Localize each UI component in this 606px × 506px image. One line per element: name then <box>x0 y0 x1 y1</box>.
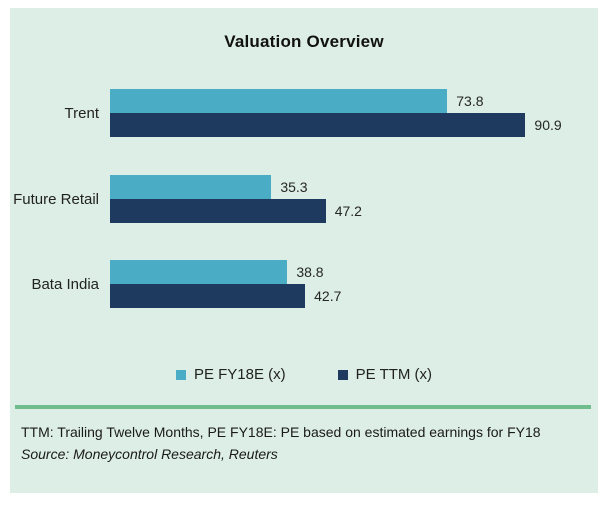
footer-note: TTM: Trailing Twelve Months, PE FY18E: P… <box>21 424 541 440</box>
footer-source: Source: Moneycontrol Research, Reuters <box>21 446 278 462</box>
bar-group: Trent 73.8 90.9 <box>10 89 598 137</box>
chart-panel: Valuation Overview Trent 73.8 90.9 Future R… <box>10 8 598 493</box>
bar-pair: 35.3 47.2 <box>110 175 598 223</box>
legend-swatch-icon <box>175 369 186 380</box>
bar-pair: 73.8 90.9 <box>110 89 598 137</box>
bar-row: 73.8 <box>110 89 598 113</box>
bar-row: 35.3 <box>110 175 598 199</box>
bar-pair: 38.8 42.7 <box>110 260 598 308</box>
bar-value-label: 47.2 <box>334 203 362 219</box>
legend-item: PE TTM (x) <box>337 366 433 383</box>
bar-value-label: 73.8 <box>456 93 484 109</box>
bar-group: Future Retail 35.3 47.2 <box>10 175 598 223</box>
bar-pe-fy18e <box>110 260 288 284</box>
footer-divider <box>15 405 591 409</box>
bar-pe-ttm <box>110 113 526 137</box>
bar-row: 90.9 <box>110 113 598 137</box>
category-label: Bata India <box>31 275 99 293</box>
chart-title: Valuation Overview <box>224 32 384 51</box>
bar-value-label: 35.3 <box>280 179 308 195</box>
bar-value-label: 38.8 <box>296 264 324 280</box>
bar-group: Bata India 38.8 42.7 <box>10 260 598 308</box>
category-label: Future Retail <box>13 190 99 208</box>
legend-label: PE FY18E (x) <box>193 366 286 383</box>
bar-pe-fy18e <box>110 89 448 113</box>
legend-swatch-icon <box>337 369 348 380</box>
bar-value-label: 42.7 <box>314 288 342 304</box>
bar-pe-ttm <box>110 199 326 223</box>
chart-legend: PE FY18E (x) PE TTM (x) <box>10 366 598 383</box>
category-label: Trent <box>64 104 99 122</box>
legend-label: PE TTM (x) <box>355 366 433 383</box>
bar-pe-fy18e <box>110 175 272 199</box>
bar-row: 42.7 <box>110 284 598 308</box>
legend-item: PE FY18E (x) <box>175 366 286 383</box>
plot-area: Trent 73.8 90.9 Future Retail 35.3 47.2 Bata I… <box>10 8 598 368</box>
bar-pe-ttm <box>110 284 306 308</box>
bar-row: 38.8 <box>110 260 598 284</box>
bar-row: 47.2 <box>110 199 598 223</box>
bar-value-label: 90.9 <box>534 117 562 133</box>
